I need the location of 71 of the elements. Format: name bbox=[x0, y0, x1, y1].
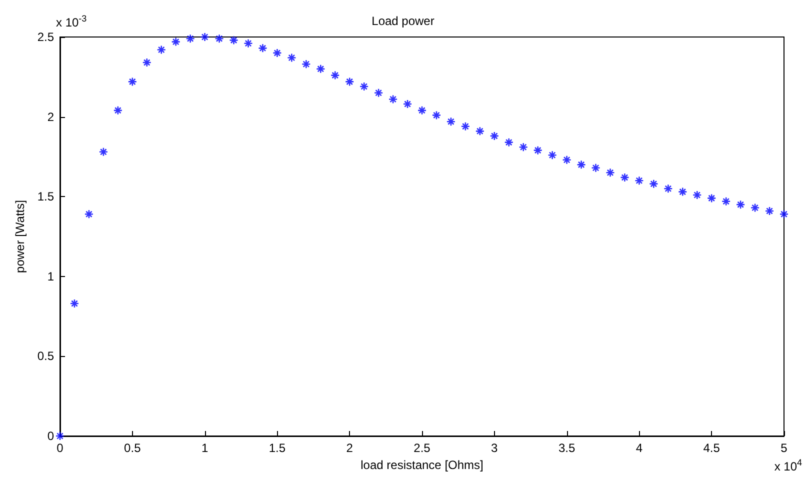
point bbox=[258, 44, 268, 53]
x-tick-label: 2 bbox=[346, 441, 354, 455]
point bbox=[562, 155, 572, 165]
x-tick-label: 0 bbox=[56, 441, 64, 455]
point bbox=[171, 37, 180, 46]
point bbox=[504, 138, 514, 147]
point bbox=[287, 53, 296, 62]
point bbox=[475, 126, 485, 136]
point bbox=[272, 48, 282, 58]
point bbox=[446, 116, 456, 126]
point bbox=[692, 190, 702, 200]
point bbox=[302, 59, 311, 69]
x-tick-label: 4.5 bbox=[703, 441, 720, 455]
point bbox=[620, 172, 630, 182]
point bbox=[330, 70, 340, 80]
x-tick-label: 4 bbox=[636, 441, 643, 455]
point bbox=[764, 206, 774, 216]
point bbox=[200, 32, 210, 42]
point bbox=[678, 187, 688, 196]
point bbox=[359, 82, 369, 92]
y-tick-label: 0.5 bbox=[37, 349, 54, 364]
point bbox=[128, 77, 138, 86]
point bbox=[432, 110, 442, 120]
x-tick-label: 0.5 bbox=[124, 441, 142, 455]
x-tick-label: 2.5 bbox=[414, 441, 431, 455]
x-axis-title: load resistance [Ohms] bbox=[360, 458, 484, 472]
x-tick-label: 3 bbox=[491, 441, 498, 455]
x-tick-label: 1.5 bbox=[268, 441, 286, 455]
point bbox=[113, 106, 123, 116]
point bbox=[664, 184, 673, 194]
point bbox=[518, 142, 528, 152]
chart-title: Load power bbox=[372, 14, 434, 28]
point bbox=[402, 99, 412, 109]
point bbox=[750, 203, 760, 212]
point bbox=[344, 77, 354, 86]
x-tick-label: 3.5 bbox=[558, 441, 576, 455]
point bbox=[736, 200, 746, 210]
point bbox=[576, 160, 586, 170]
point bbox=[591, 163, 600, 173]
point bbox=[374, 88, 384, 98]
point bbox=[70, 298, 80, 308]
point bbox=[417, 106, 427, 116]
point bbox=[490, 131, 500, 141]
point bbox=[229, 36, 238, 45]
x-tick-label: 1 bbox=[201, 441, 208, 455]
y-tick-label: 2 bbox=[47, 110, 54, 124]
point bbox=[706, 194, 716, 203]
y-tick-label: 2.5 bbox=[37, 30, 54, 44]
point bbox=[142, 58, 152, 68]
point bbox=[316, 64, 326, 74]
point bbox=[214, 34, 224, 44]
point bbox=[721, 196, 731, 206]
point bbox=[98, 147, 108, 157]
point bbox=[649, 179, 658, 188]
y-axis-title: power [Watts] bbox=[13, 200, 27, 273]
point bbox=[55, 431, 65, 441]
point bbox=[244, 38, 253, 48]
point bbox=[156, 45, 166, 54]
point bbox=[779, 210, 789, 219]
x-tick-label: 5 bbox=[780, 441, 788, 455]
y-tick-label: 1 bbox=[47, 269, 54, 284]
point bbox=[460, 122, 470, 132]
point bbox=[634, 176, 644, 186]
y-tick-label: 0 bbox=[47, 429, 54, 443]
point bbox=[606, 168, 615, 178]
y-tick-label: 1.5 bbox=[37, 190, 54, 204]
point bbox=[533, 146, 542, 155]
point bbox=[186, 34, 195, 44]
point bbox=[388, 94, 398, 104]
point bbox=[84, 210, 94, 219]
point bbox=[548, 150, 557, 160]
